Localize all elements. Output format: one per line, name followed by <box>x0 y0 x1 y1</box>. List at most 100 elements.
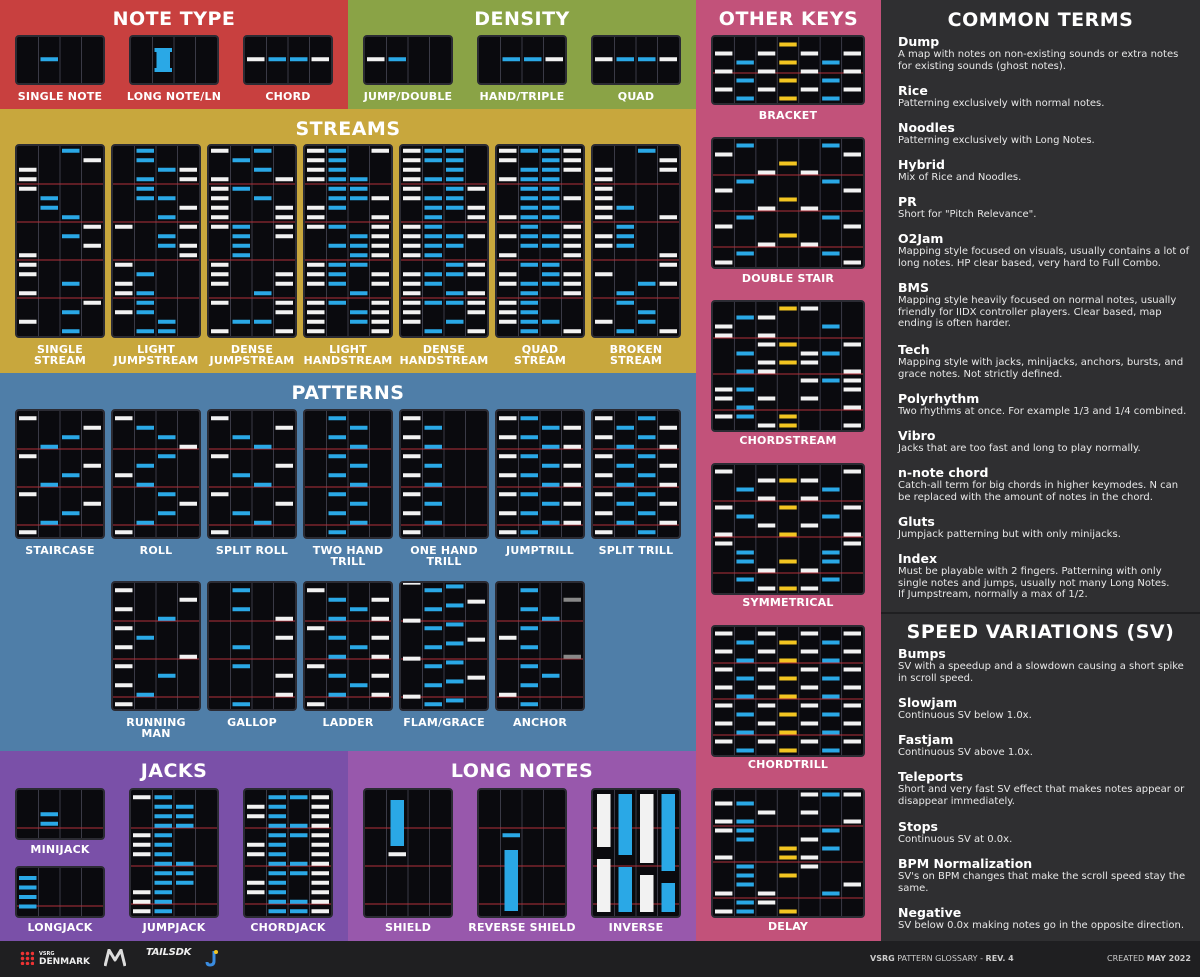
note <box>40 205 58 210</box>
term-entry: Polyrhythm Two rhythms at once. For examp… <box>898 392 1190 418</box>
note <box>822 550 840 555</box>
note <box>638 530 656 535</box>
note <box>499 310 517 315</box>
note <box>371 597 389 602</box>
term-entry: Bumps SV with a speedup and a slowdown ca… <box>898 647 1190 684</box>
note <box>542 482 560 487</box>
note <box>542 281 560 286</box>
note <box>638 319 656 324</box>
note <box>446 698 464 703</box>
note <box>424 683 442 688</box>
note <box>115 588 133 593</box>
pattern-diagram-inverse <box>591 788 681 918</box>
note <box>638 281 656 286</box>
note <box>328 224 346 229</box>
note <box>520 607 538 612</box>
note <box>822 730 840 735</box>
note <box>659 158 677 163</box>
note <box>520 281 538 286</box>
note <box>542 616 560 621</box>
note <box>779 414 797 419</box>
note <box>268 57 286 62</box>
note <box>446 262 464 267</box>
pattern-diagram-jumptrill <box>495 409 585 539</box>
pattern-diagram-split-roll <box>207 409 297 539</box>
pattern-diagram-dense-jumpstream <box>207 144 297 338</box>
note <box>736 577 754 582</box>
note <box>563 654 581 659</box>
note <box>211 530 229 535</box>
label-symmetrical: SYMMETRICAL <box>742 596 834 609</box>
note <box>715 891 733 896</box>
note <box>800 206 819 211</box>
note <box>822 676 840 681</box>
note <box>247 804 265 809</box>
term-description: Patterning exclusively with normal notes… <box>898 98 1105 109</box>
note <box>307 262 325 267</box>
note <box>136 272 154 277</box>
note <box>290 795 308 800</box>
term-description: Mapping style with jacks, minijacks, anc… <box>898 357 1184 380</box>
note <box>424 501 442 506</box>
note <box>307 329 325 334</box>
pattern-diagram-hand <box>477 35 567 85</box>
note <box>275 463 293 468</box>
note <box>62 511 80 516</box>
note <box>616 425 634 430</box>
note <box>115 310 133 315</box>
note <box>133 852 151 857</box>
note <box>211 224 229 229</box>
note <box>290 833 308 838</box>
note <box>19 272 37 277</box>
note <box>371 692 389 697</box>
note <box>424 234 442 239</box>
note <box>520 234 538 239</box>
note <box>403 177 421 182</box>
note <box>275 635 293 640</box>
note <box>424 281 442 286</box>
note <box>40 196 58 201</box>
glossary-caption: VSRG PATTERN GLOSSARY - REV. 4 <box>870 954 1014 963</box>
note <box>254 482 272 487</box>
footer: VSRG DENMARK TAILSDK VSRG PATTERN GLOSSA… <box>0 941 1200 977</box>
label-inverse: INVERSE <box>608 921 664 934</box>
term-description: SV with a speedup and a slowdown causing… <box>898 661 1184 684</box>
pattern-diagram-roll <box>111 409 201 539</box>
note <box>616 501 634 506</box>
note <box>247 890 265 895</box>
note <box>403 291 421 296</box>
pattern-diagram-anchor <box>495 581 585 711</box>
denmark-text: DENMARK <box>39 957 90 967</box>
note <box>211 454 229 459</box>
note <box>595 186 613 191</box>
long-note <box>597 794 611 847</box>
term-title: Slowjam <box>898 695 958 710</box>
note <box>779 306 797 311</box>
note <box>595 167 613 172</box>
note <box>499 148 517 153</box>
note <box>595 243 613 248</box>
note <box>595 530 613 535</box>
note <box>616 234 634 239</box>
term-entry: Gluts Jumpjack patterning but with only m… <box>898 515 1190 541</box>
note <box>542 425 560 430</box>
term-description: Short for "Pitch Relevance". <box>898 209 1037 220</box>
label-chordstream: CHORDSTREAM <box>739 434 837 447</box>
note <box>290 899 308 904</box>
glossary-rev: REV. 4 <box>985 954 1014 963</box>
long-note <box>661 794 675 871</box>
note <box>115 607 133 612</box>
note <box>843 378 861 383</box>
note <box>757 721 776 726</box>
note <box>350 253 368 258</box>
note <box>275 501 293 506</box>
note <box>843 87 861 92</box>
note <box>595 473 613 478</box>
note <box>307 215 325 220</box>
note <box>520 664 538 669</box>
label-single-note: SINGLE NOTE <box>17 90 103 103</box>
pattern-diagram-light-handstream <box>303 144 393 338</box>
note <box>715 739 733 744</box>
note <box>211 205 229 210</box>
term-description: SV below 0.0x making notes go in the opp… <box>898 920 1185 931</box>
